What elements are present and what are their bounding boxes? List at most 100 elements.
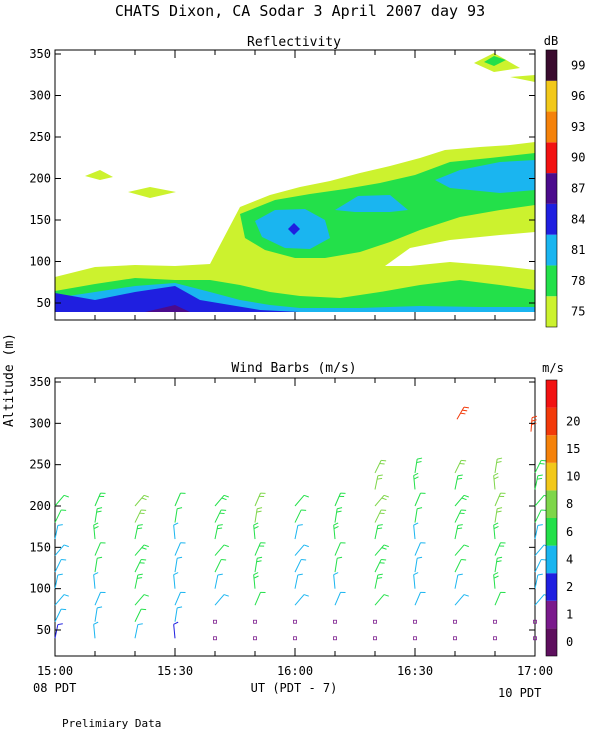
wind-barb — [214, 524, 223, 540]
wind-barb — [94, 591, 106, 606]
calm-marker — [373, 619, 377, 624]
wind-barb — [334, 507, 343, 523]
wind-barb — [414, 542, 426, 556]
calm-marker — [293, 619, 297, 624]
wind-colorbar-label: 6 — [566, 525, 573, 539]
wind-barb — [174, 507, 183, 523]
wind-barb — [254, 591, 266, 606]
wind-barb — [413, 572, 419, 589]
wind-barb — [374, 573, 383, 589]
wind-barb — [94, 507, 103, 523]
calm-marker — [293, 636, 297, 641]
refl-colorbar-swatch — [546, 173, 557, 204]
wind-barb — [254, 556, 263, 573]
calm-marker — [413, 619, 417, 624]
calm-marker — [493, 636, 497, 641]
wind-barb — [94, 606, 103, 622]
reflectivity-y-axis: 50 100 150 200 250 300 350 — [29, 47, 535, 310]
wind-barb — [214, 494, 229, 507]
refl-ytick-label: 350 — [29, 47, 51, 61]
wind-barb — [494, 457, 503, 474]
x-right-note: 10 PDT — [498, 686, 541, 700]
wind-barb — [294, 573, 303, 589]
wind-barb — [214, 544, 229, 556]
wind-x-axis — [54, 378, 536, 656]
wind-colorbar-swatch — [546, 573, 557, 601]
x-tick-label: 16:30 — [397, 664, 433, 678]
wind-barb — [454, 573, 463, 589]
refl-colorbar-swatch — [546, 265, 557, 297]
wind-barb — [333, 522, 339, 540]
reflectivity-colorbar-unit: dB — [544, 34, 558, 48]
calm-marker — [453, 619, 457, 624]
wind-barb — [534, 559, 547, 573]
wind-barb — [414, 507, 423, 523]
wind-barb — [94, 492, 106, 507]
refl-colorbar-label: 90 — [571, 151, 585, 165]
wind-colorbar-swatch — [546, 462, 557, 491]
wind-barb — [173, 522, 179, 540]
wind-colorbar-label: 1 — [566, 608, 573, 622]
wind-barb — [414, 591, 426, 606]
wind-colorbar-label: 8 — [566, 497, 573, 511]
wind-colorbar-label: 0 — [566, 635, 573, 649]
wind-barb — [214, 509, 227, 523]
wind-barb — [134, 509, 147, 523]
refl-colorbar-label: 93 — [571, 120, 585, 134]
wind-colorbar: m/s 0 1 2 4 6 8 10 15 20 — [542, 361, 580, 657]
x-left-note: 08 PDT — [33, 681, 76, 695]
wind-y-axis: 50 100 150 200 250 300 350 — [29, 375, 535, 637]
refl-colorbar-swatch — [546, 80, 557, 112]
wind-barb — [454, 544, 469, 556]
wind-barb — [174, 591, 186, 606]
wind-ytick-label: 150 — [29, 540, 51, 554]
refl-colorbar-swatch — [546, 142, 557, 174]
wind-barb — [494, 492, 506, 507]
calm-marker — [373, 636, 377, 641]
wind-barb — [294, 559, 307, 573]
wind-barb — [134, 524, 143, 540]
wind-barb — [334, 492, 346, 507]
wind-barb — [294, 509, 307, 523]
calm-marker — [333, 636, 337, 641]
wind-barb — [454, 494, 469, 507]
wind-colorbar-label: 2 — [566, 580, 573, 594]
wind-barb — [54, 573, 63, 589]
wind-colorbar-swatch — [546, 490, 557, 518]
wind-barb — [134, 608, 147, 622]
calm-marker — [413, 636, 417, 641]
reflectivity-colorbar: dB 75 78 81 84 87 90 93 96 99 — [544, 34, 585, 328]
wind-barb — [413, 522, 419, 540]
wind-barb — [54, 594, 69, 606]
wind-barb — [294, 494, 309, 507]
reflectivity-title: Reflectivity — [247, 35, 341, 50]
wind-barb — [54, 544, 69, 556]
calm-marker — [213, 636, 217, 641]
refl-colorbar-label: 99 — [571, 58, 585, 72]
refl-colorbar-label: 75 — [571, 305, 585, 319]
calm-marker — [533, 636, 537, 641]
wind-colorbar-label: 4 — [566, 552, 573, 566]
wind-barb — [494, 507, 503, 523]
refl-patch-b — [128, 187, 176, 198]
wind-barb — [414, 492, 426, 507]
wind-barb — [134, 573, 143, 589]
wind-barb — [456, 406, 470, 420]
wind-barb — [54, 509, 67, 523]
wind-barb — [54, 608, 67, 622]
wind-barb — [253, 572, 259, 589]
wind-barb — [294, 544, 309, 556]
wind-colorbar-label: 20 — [566, 414, 580, 428]
wind-barb — [454, 594, 469, 606]
wind-barb — [493, 472, 499, 490]
wind-barb — [374, 459, 387, 474]
wind-barb — [454, 474, 463, 490]
wind-colorbar-swatch — [546, 435, 557, 463]
wind-barb — [173, 572, 179, 589]
refl-colorbar-swatch — [546, 203, 557, 235]
wind-barb — [534, 509, 547, 523]
refl-colorbar-swatch — [546, 111, 557, 143]
refl-colorbar-label: 84 — [571, 212, 585, 226]
wind-barb — [534, 474, 543, 490]
wind-barb — [214, 559, 227, 573]
